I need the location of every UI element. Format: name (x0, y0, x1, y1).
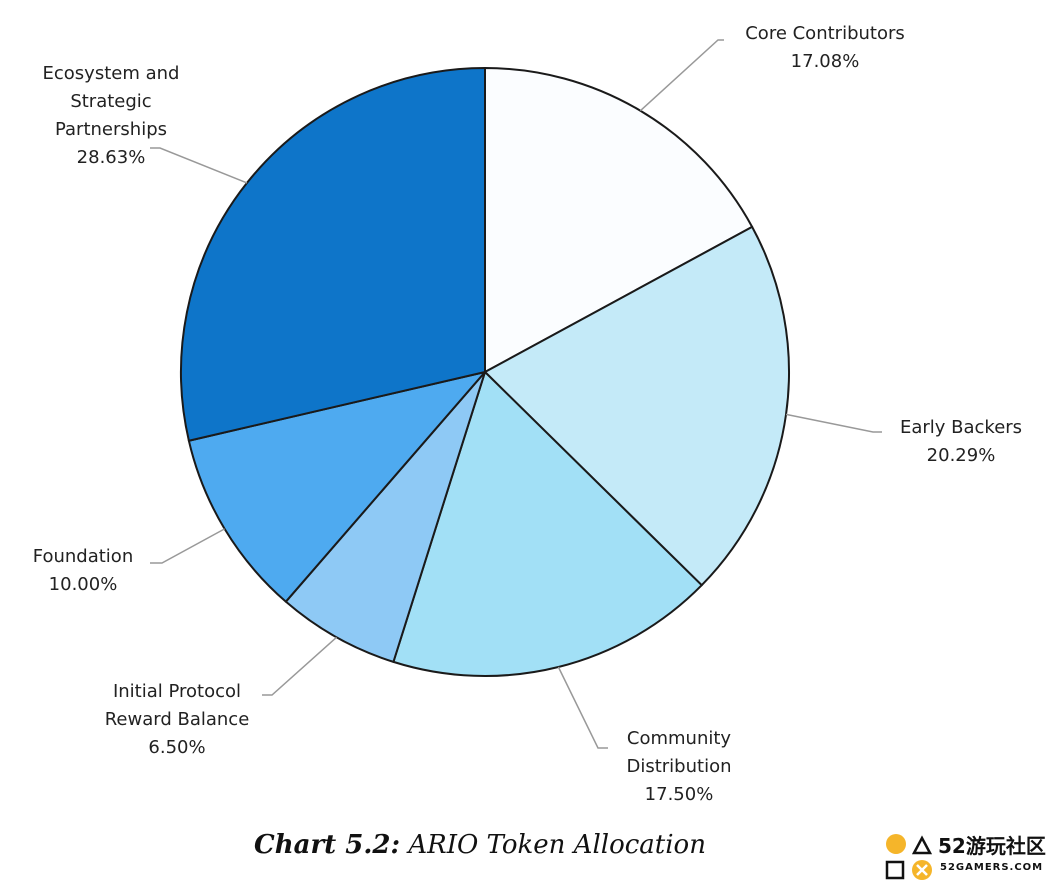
caption-text: ARIO Token Allocation (408, 830, 706, 860)
watermark-brand: 52游玩社区 (938, 834, 1046, 858)
pie-slice (187, 371, 486, 603)
leader-line (262, 636, 338, 696)
slice-label: Core Contributors 17.08% (715, 20, 935, 76)
logo-square (885, 860, 905, 880)
slice-name: Community Distribution (626, 728, 732, 777)
leader-line (557, 666, 608, 749)
slice-label: Early Backers 20.29% (871, 414, 1051, 470)
leader-line (639, 39, 724, 112)
slice-name: Initial Protocol Reward Balance (104, 681, 250, 730)
slice-percent: 20.29% (926, 445, 996, 466)
slice-percent: 6.50% (148, 737, 206, 758)
slice-name: Foundation (32, 546, 134, 567)
caption-label: Chart 5.2: (254, 830, 401, 860)
pie-slice (284, 371, 486, 663)
slice-percent: 28.63% (76, 147, 146, 168)
slice-label: Foundation 10.00% (8, 543, 158, 599)
slice-label: Initial Protocol Reward Balance 6.50% (77, 678, 277, 762)
slice-label: Community Distribution 17.50% (604, 725, 754, 809)
slice-percent: 17.50% (644, 784, 714, 805)
slice-label: Ecosystem and Strategic Partnerships 28.6… (16, 60, 206, 172)
caption: Chart 5.2: ARIO Token Allocation (0, 830, 960, 860)
watermark-site: 52GAMERS.COM (940, 862, 1044, 873)
leader-line (150, 147, 248, 184)
logo-triangle (911, 835, 933, 855)
leader-line (150, 528, 225, 564)
slice-name: Early Backers (899, 417, 1023, 438)
slice-percent: 17.08% (790, 51, 860, 72)
pie-slice (484, 225, 790, 587)
logo-icons (885, 834, 933, 880)
pie-slice (484, 67, 754, 373)
leader-line (785, 413, 882, 433)
slice-name: Core Contributors (745, 23, 905, 44)
slice-percent: 10.00% (48, 574, 118, 595)
logo-cross (916, 864, 928, 876)
logo-circle (886, 834, 906, 854)
slice-name: Ecosystem and Strategic Partnerships (42, 63, 180, 140)
